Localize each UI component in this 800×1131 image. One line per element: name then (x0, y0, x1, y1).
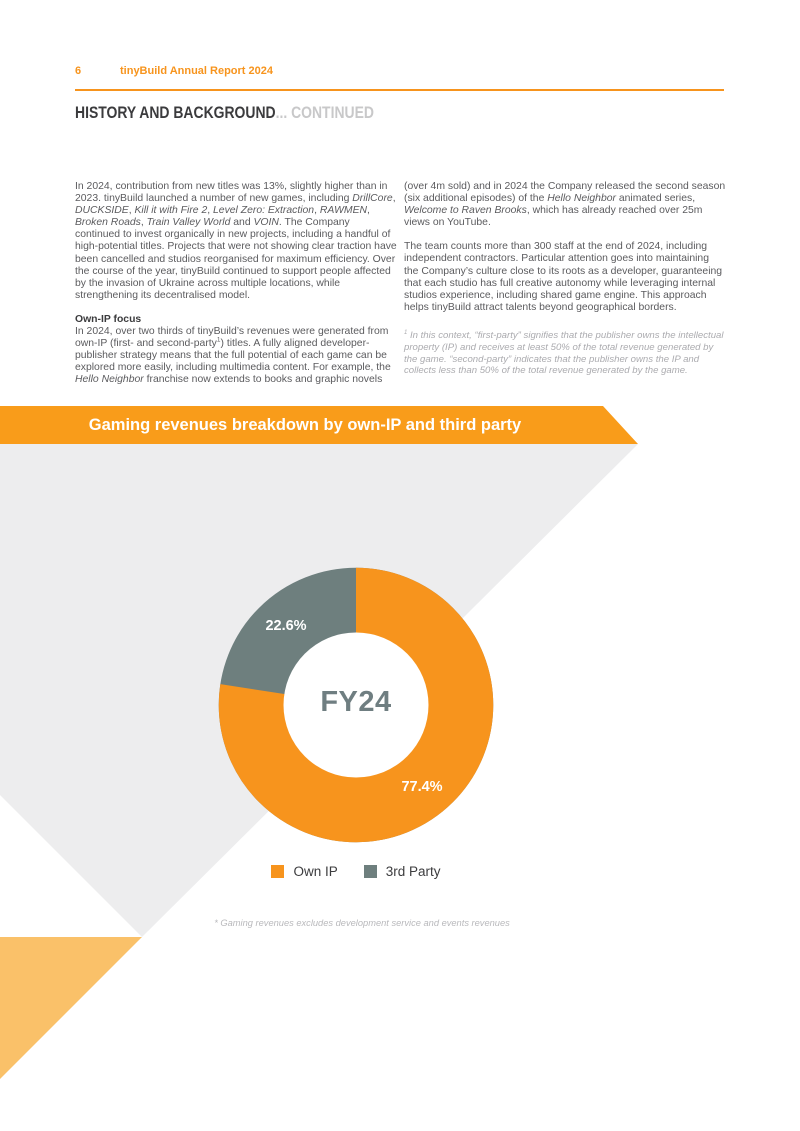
donut-hole (283, 632, 429, 778)
background-orange-triangle (0, 937, 142, 1079)
chart-footnote: * Gaming revenues excludes development s… (214, 918, 510, 928)
chart-label-own-ip: 77.4% (401, 779, 443, 795)
page-number: 6 (75, 65, 82, 77)
legend-item-own-ip: Own IP (271, 864, 338, 879)
body-paragraph: In 2024, contribution from new titles wa… (75, 181, 397, 301)
chart-center-label: FY24 (320, 686, 392, 718)
header-rule (75, 89, 724, 91)
donut-svg (218, 567, 494, 843)
legend-label-3rd-party: 3rd Party (385, 864, 441, 879)
right-column: (over 4m sold) and in 2024 the Company r… (404, 181, 726, 389)
chart-banner: Gaming revenues breakdown by own-IP and … (0, 406, 638, 444)
body-paragraph: (over 4m sold) and in 2024 the Company r… (404, 181, 726, 229)
section-title-suffix: ... CONTINUED (275, 103, 374, 122)
section-title: HISTORY AND BACKGROUND... CONTINUED (75, 103, 374, 123)
report-title: tinyBuild Annual Report 2024 (120, 65, 274, 77)
donut-chart: 22.6% 77.4% FY24 (206, 555, 506, 855)
legend-swatch-3rd-party (363, 865, 377, 878)
section-title-main: HISTORY AND BACKGROUND (75, 103, 276, 122)
legend-label-own-ip: Own IP (293, 864, 338, 879)
legend-item-3rd-party: 3rd Party (363, 864, 441, 879)
chart-banner-title: Gaming revenues breakdown by own-IP and … (88, 416, 522, 434)
donut-arc-own-ip (218, 567, 494, 843)
body-paragraph: The team counts more than 300 staff at t… (404, 241, 723, 313)
body-paragraph: In 2024, over two thirds of tinyBuild’s … (75, 326, 391, 386)
chart-label-3rd-party: 22.6% (265, 618, 307, 634)
subheading: Own-IP focus (75, 313, 142, 325)
chart-legend: Own IP 3rd Party (206, 864, 506, 879)
left-column: In 2024, contribution from new titles wa… (75, 181, 397, 399)
legend-swatch-own-ip (271, 865, 285, 878)
footnote-text: 1 In this context, “first-party” signifi… (404, 329, 724, 377)
